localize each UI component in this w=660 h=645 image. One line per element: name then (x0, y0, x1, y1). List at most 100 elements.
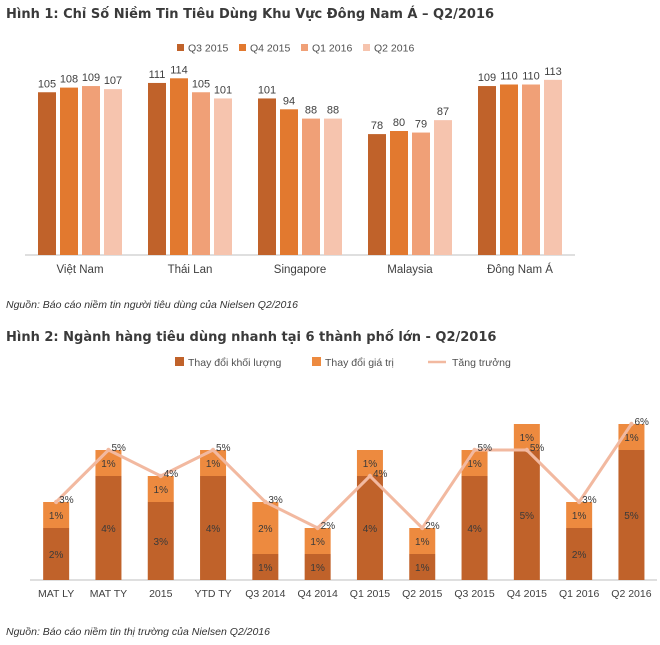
bar-value-3-3: 87 (437, 106, 449, 118)
x2-tick-label-2: 2015 (149, 588, 173, 600)
legend-swatch-0 (177, 44, 184, 51)
bar-3-2 (412, 132, 430, 255)
legend-label-3: Q2 2016 (374, 43, 414, 55)
stack-volume-label-0: 2% (49, 550, 64, 561)
x2-tick-label-0: MAT LY (38, 588, 74, 600)
bar-2-3 (324, 118, 342, 255)
stack-value-6 (356, 450, 383, 476)
bar-value-3-1: 80 (393, 117, 405, 129)
bar-0-3 (104, 89, 122, 256)
bar-2-0 (258, 98, 276, 255)
chart2-source: Nguồn: Báo cáo niềm tin thị trường của N… (6, 626, 270, 638)
stack-value-label-2: 1% (154, 485, 169, 496)
stack-value-label-11: 1% (624, 433, 639, 444)
bar-value-3-2: 79 (415, 119, 427, 131)
bar-1-3 (214, 98, 232, 255)
chart2-title: Hình 2: Ngành hàng tiêu dùng nhanh tại 6… (6, 330, 497, 345)
bar-value-4-2: 110 (522, 71, 540, 83)
bar-4-2 (522, 84, 540, 255)
x2-tick-label-11: Q2 2016 (611, 588, 651, 600)
x-tick-label-4: Đông Nam Á (487, 263, 553, 276)
stack-value-9 (513, 424, 540, 450)
stack-volume-3 (200, 476, 227, 580)
legend-label-0: Q3 2015 (188, 43, 228, 55)
bar-value-4-1: 110 (500, 71, 518, 83)
stack-volume-11 (618, 450, 645, 580)
legend2-label-0: Thay đổi khối lượng (188, 357, 281, 369)
growth-label-5: 2% (321, 521, 336, 532)
legend-label-2: Q1 2016 (312, 43, 352, 55)
bar-3-0 (368, 134, 386, 255)
bar-1-2 (192, 92, 210, 255)
stack-value-2 (147, 476, 174, 502)
x2-tick-label-3: YTD TY (194, 588, 231, 600)
chart1-plot: Q3 2015 Q4 2015 Q1 2016 Q2 2016 105 108 109 107… (25, 43, 575, 276)
x-tick-label-0: Việt Nam (56, 264, 103, 276)
bar-1-1 (170, 78, 188, 255)
x-tick-label-3: Malaysia (387, 264, 433, 276)
legend2-swatch-1 (312, 357, 321, 366)
stack-value-label-8: 1% (467, 459, 482, 470)
stack-value-4 (252, 502, 279, 554)
stack-value-5 (304, 528, 331, 554)
bar-value-4-3: 113 (544, 66, 562, 78)
stack-value-7 (409, 528, 436, 554)
x2-tick-label-1: MAT TY (90, 588, 127, 600)
bar-value-4-0: 109 (478, 72, 496, 84)
bar-3-3 (434, 120, 452, 256)
bar-value-2-0: 101 (258, 84, 276, 96)
x2-tick-label-5: Q4 2014 (298, 588, 338, 600)
bar-4-3 (544, 79, 562, 255)
bar-value-0-2: 109 (82, 72, 100, 84)
bar-value-3-0: 78 (371, 120, 383, 132)
growth-label-10: 3% (582, 495, 597, 506)
growth-point-11 (629, 421, 634, 427)
growth-point-2 (158, 473, 163, 479)
bar-1-0 (148, 82, 166, 255)
growth-point-3 (210, 447, 216, 453)
growth-point-7 (420, 525, 425, 531)
growth-label-8: 5% (478, 443, 493, 454)
bar-3-1 (390, 131, 408, 255)
legend-label-1: Q4 2015 (250, 43, 290, 55)
stack-value-label-7: 1% (415, 537, 430, 548)
growth-label-0: 3% (59, 495, 74, 506)
stack-value-10 (566, 502, 593, 528)
bar-value-2-3: 88 (327, 105, 339, 117)
chart1-title: Hình 1: Chỉ Số Niềm Tin Tiêu Dùng Khu Vự… (6, 7, 495, 22)
x2-tick-label-4: Q3 2014 (245, 588, 285, 600)
stack-volume-0 (43, 528, 70, 580)
stack-value-label-0: 1% (49, 511, 64, 522)
stack-volume-label-7: 1% (415, 563, 430, 574)
bar-4-0 (478, 86, 496, 255)
stack-volume-4 (252, 554, 279, 580)
bar-value-1-2: 105 (192, 78, 210, 90)
growth-label-6: 4% (373, 469, 388, 480)
x2-tick-label-10: Q1 2016 (559, 588, 599, 600)
x2-tick-label-9: Q4 2015 (507, 588, 547, 600)
growth-point-6 (367, 473, 373, 479)
legend-swatch-3 (363, 44, 370, 51)
stack-volume-5 (304, 554, 331, 580)
legend-swatch-2 (301, 44, 308, 51)
growth-label-4: 3% (268, 495, 283, 506)
stack-value-label-6: 1% (363, 459, 378, 470)
bar-value-2-2: 88 (305, 105, 317, 117)
stack-volume-9 (513, 450, 540, 580)
stack-volume-10 (566, 528, 593, 580)
growth-point-5 (315, 525, 320, 531)
x2-tick-label-6: Q1 2015 (350, 588, 390, 600)
stack-volume-label-4: 1% (258, 563, 273, 574)
stack-value-label-5: 1% (310, 537, 325, 548)
x-tick-label-2: Singapore (274, 264, 326, 276)
growth-label-2: 4% (164, 469, 179, 480)
stack-value-0 (43, 502, 70, 528)
bar-0-2 (82, 86, 100, 255)
stack-volume-label-6: 4% (363, 524, 378, 535)
stack-volume-label-10: 2% (572, 550, 587, 561)
bar-value-0-3: 107 (104, 75, 122, 87)
growth-label-9: 5% (530, 443, 545, 454)
legend2-label-2: Tăng trưởng (452, 357, 511, 369)
bar-value-0-1: 108 (60, 74, 78, 86)
bar-4-1 (500, 84, 518, 255)
